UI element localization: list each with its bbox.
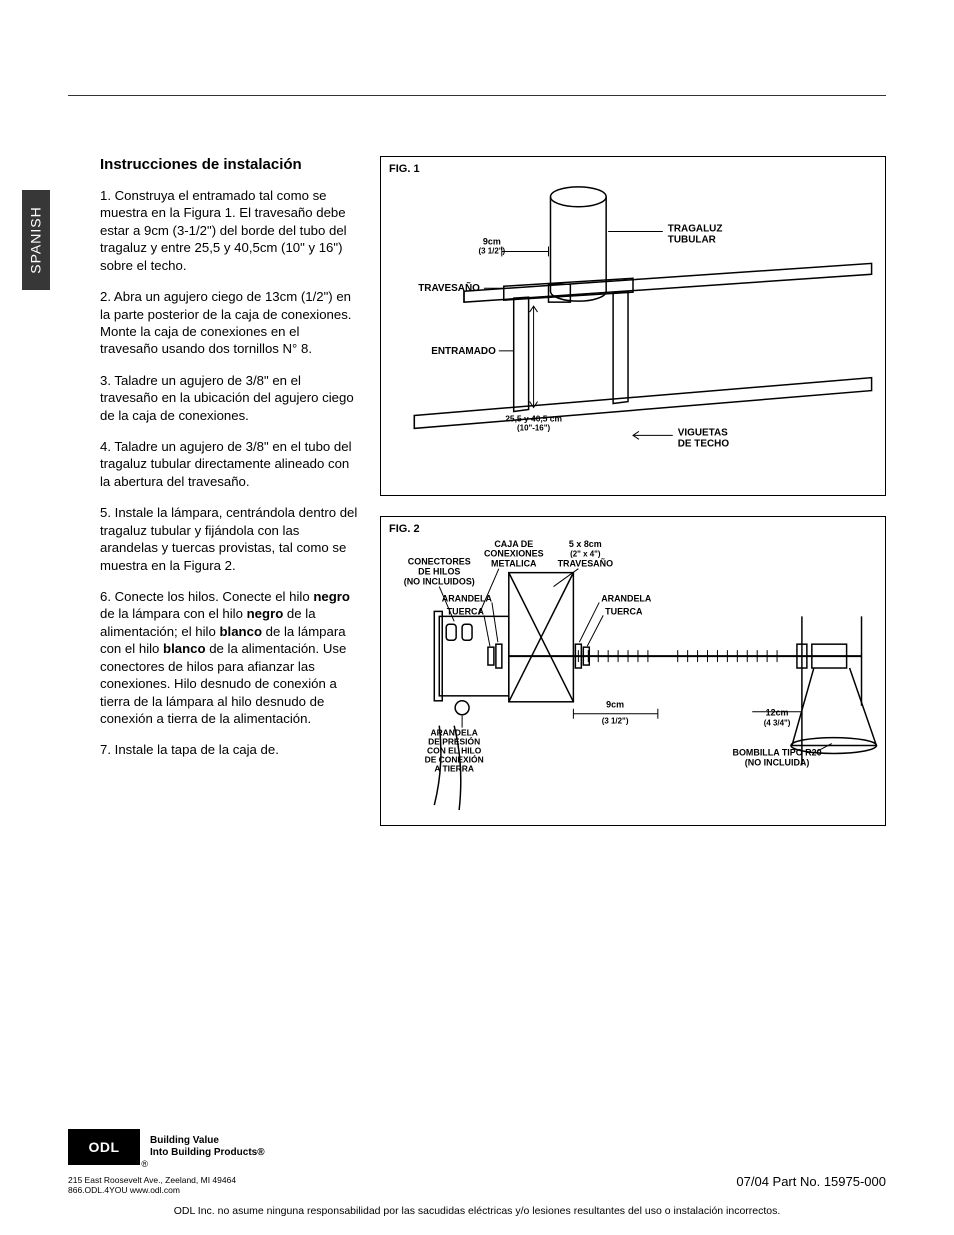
fig2-arandela: ARANDELA: [442, 593, 493, 603]
content-area: Instrucciones de instalación 1. Construy…: [100, 156, 886, 1175]
fig1-viguetas1: VIGUETAS: [678, 427, 728, 438]
fig2-9a: 9cm: [606, 700, 624, 710]
language-tab-text: SPANISH: [28, 206, 44, 273]
step-2: 2. Abra un agujero ciego de 13cm (1/2") …: [100, 288, 360, 358]
fig2-tuerca2: TUERCA: [605, 606, 643, 616]
fig1-9cm-b: (3 1/2"): [478, 246, 505, 255]
fig1-label: FIG. 1: [389, 163, 420, 175]
fig2-tuerca: TUERCA: [447, 606, 485, 616]
fig2-bomb2: (NO INCLUIDA): [745, 757, 810, 767]
p6-f: blanco: [220, 624, 263, 639]
fig2-con3: (NO INCLUIDOS): [404, 577, 475, 587]
step-1: 1. Construya el entramado tal como se mu…: [100, 187, 360, 274]
top-rule: [68, 95, 886, 96]
language-tab: SPANISH: [22, 190, 50, 290]
p6-b: negro: [313, 589, 350, 604]
fig1-travesano: TRAVESAÑO: [418, 283, 480, 294]
footer: ODL ® Building Value Into Building Produ…: [68, 1129, 886, 1195]
tagline-2: Into Building Products®: [150, 1147, 265, 1159]
p6-a: 6. Conecte los hilos. Conecte el hilo: [100, 589, 313, 604]
part-number: 07/04 Part No. 15975-000: [736, 1174, 886, 1189]
step-7: 7. Instale la tapa de la caja de.: [100, 741, 360, 758]
fig1-25b: (10"-16"): [517, 423, 550, 432]
figure-1: FIG. 1: [380, 156, 886, 496]
step-4: 4. Taladre un agujero de 3/8" en el tubo…: [100, 438, 360, 490]
fig1-tragaluz1: TRAGALUZ: [668, 224, 723, 235]
disclaimer: ODL Inc. no asume ninguna responsabilida…: [0, 1205, 954, 1217]
fig2-trav1: 5 x 8cm: [569, 539, 602, 549]
fig2-p5: A TIERRA: [434, 763, 474, 773]
tagline: Building Value Into Building Products®: [150, 1135, 265, 1159]
fig1-25a: 25,5 y 40,5 cm: [505, 413, 562, 423]
step-6: 6. Conecte los hilos. Conecte el hilo ne…: [100, 588, 360, 727]
fig2-con1: CONECTORES: [408, 557, 471, 567]
fig1-tragaluz2: TUBULAR: [668, 234, 716, 245]
logo-block: ODL ® Building Value Into Building Produ…: [68, 1129, 886, 1165]
fig1-entramado: ENTRAMADO: [431, 346, 496, 357]
logo-text: ODL: [88, 1139, 119, 1155]
fig2-trav3: TRAVESAÑO: [558, 559, 613, 569]
fig2-con2: DE HILOS: [418, 567, 460, 577]
p6-d: negro: [247, 606, 284, 621]
instruction-column: 1. Construya el entramado tal como se mu…: [100, 187, 360, 759]
fig2-9b: (3 1/2"): [602, 717, 629, 726]
fig2-bomb1: BOMBILLA TIPO R20: [733, 747, 822, 757]
fig1-viguetas2: DE TECHO: [678, 438, 730, 449]
fig2-svg: CAJA DE CONEXIONES METALICA CONECTORES D…: [381, 517, 885, 825]
fig2-trav2: (2" x 4"): [570, 550, 601, 559]
fig1-9cm: 9cm: [483, 236, 501, 246]
figures-column: FIG. 1: [380, 156, 886, 846]
step-3: 3. Taladre un agujero de 3/8" en el trav…: [100, 372, 360, 424]
p6-c: de la lámpara con el hilo: [100, 606, 247, 621]
fig1-svg: 9cm (3 1/2") 25,5 y 40,5 cm (10"-16") TR…: [381, 157, 885, 495]
fig2-label: FIG. 2: [389, 523, 420, 535]
logo: ODL: [68, 1129, 140, 1165]
fig2-caja3: METALICA: [491, 559, 537, 569]
figure-2: FIG. 2: [380, 516, 886, 826]
p6-h: blanco: [163, 641, 206, 656]
step-5: 5. Instale la lámpara, centrándola dentr…: [100, 504, 360, 574]
fig2-caja1: CAJA DE: [494, 539, 533, 549]
fig2-caja2: CONEXIONES: [484, 549, 544, 559]
registered-mark: ®: [141, 1159, 148, 1169]
tagline-1: Building Value: [150, 1135, 265, 1147]
fig2-arandela2: ARANDELA: [601, 593, 652, 603]
fig2-12a: 12cm: [766, 708, 789, 718]
fig2-12b: (4 3/4"): [764, 719, 791, 728]
